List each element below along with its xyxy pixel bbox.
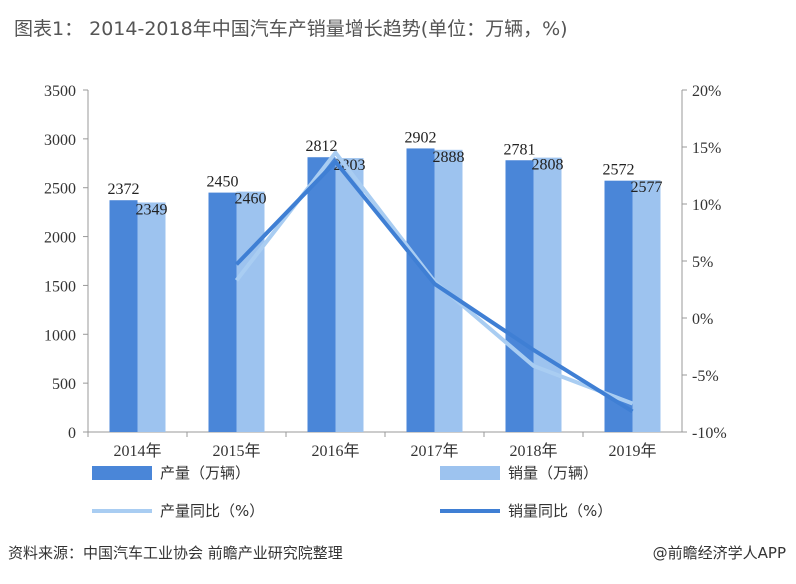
data-label: 2349 [136, 201, 168, 218]
right-tick-label: -10% [692, 425, 727, 442]
legend-swatch [440, 508, 500, 513]
bar-production [406, 148, 435, 432]
data-label: 2781 [504, 141, 536, 158]
left-tick-label: 500 [52, 376, 76, 393]
left-tick-label: 1000 [44, 327, 76, 344]
source-note: 资料来源：中国汽车工业协会 前瞻产业研究院整理 [8, 544, 343, 562]
bar-sales [632, 180, 661, 432]
x-tick-label: 2018年 [509, 442, 557, 460]
data-label: 2460 [235, 191, 267, 208]
legend-label: 产量（万辆） [160, 464, 251, 482]
legend-label: 销量同比（%） [508, 502, 613, 520]
legend-label: 销量（万辆） [508, 464, 599, 482]
x-tick-label: 2019年 [608, 442, 656, 460]
left-tick-label: 0 [68, 425, 76, 442]
right-tick-label: 0% [692, 311, 713, 328]
bar-production [505, 160, 534, 432]
data-label: 2577 [631, 179, 663, 196]
bar-sales [533, 157, 562, 432]
right-tick-label: -5% [692, 368, 719, 385]
bar-production [307, 157, 336, 433]
legend-production-yoy: 产量同比（%） [92, 500, 264, 521]
left-tick-label: 3500 [44, 83, 76, 100]
data-label: 2812 [306, 138, 338, 155]
bar-sales [236, 191, 265, 432]
legend-swatch [440, 465, 500, 480]
x-tick-label: 2014年 [113, 442, 161, 460]
data-label: 2902 [405, 129, 437, 146]
bar-production [208, 192, 237, 432]
right-tick-label: 10% [692, 197, 721, 214]
right-tick-label: 20% [692, 83, 721, 100]
data-label: 2450 [207, 174, 239, 191]
bar-production [604, 180, 633, 432]
line-sales-yoy [235, 159, 634, 414]
chart-title: 图表1： 2014-2018年中国汽车产销量增长趋势(单位：万辆，%) [14, 18, 568, 40]
bar-production [109, 200, 138, 432]
bar-sales [335, 158, 364, 432]
data-label: 2808 [532, 157, 564, 174]
left-tick-label: 2000 [44, 230, 76, 247]
credit: @前瞻经济学人APP [652, 544, 786, 562]
right-tick-label: 15% [692, 140, 721, 157]
chart: 0 500 1000 1500 2000 2500 3000 3500 -10% -5% 0% 5% 1… [44, 83, 727, 460]
left-tick-label: 3000 [44, 132, 76, 149]
data-label: 2372 [108, 181, 140, 198]
x-tick-label: 2017年 [410, 442, 458, 460]
bar-sales [137, 202, 166, 432]
x-tick-label: 2015年 [212, 442, 260, 460]
x-tick-label: 2016年 [311, 442, 359, 460]
legend-sales-yoy: 销量同比（%） [440, 500, 612, 521]
data-label: 2888 [433, 149, 465, 166]
legend-label: 产量同比（%） [160, 502, 265, 520]
left-tick-label: 2500 [44, 181, 76, 198]
legend-production: 产量（万辆） [92, 462, 250, 483]
left-tick-label: 1500 [44, 278, 76, 295]
data-label: 2572 [603, 162, 635, 179]
legend-swatch [92, 465, 152, 480]
right-tick-label: 5% [692, 254, 713, 271]
legend-sales: 销量（万辆） [440, 462, 598, 483]
legend-swatch [92, 508, 152, 513]
